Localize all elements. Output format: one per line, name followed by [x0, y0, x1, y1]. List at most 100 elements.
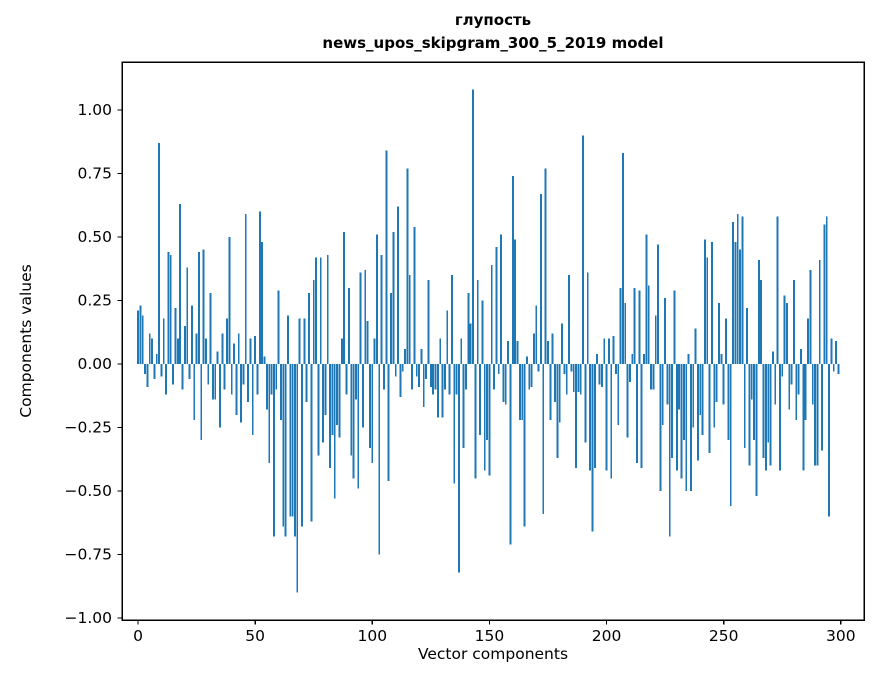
bar — [666, 363, 669, 405]
bar — [202, 249, 205, 364]
bar — [776, 216, 779, 364]
bar — [193, 363, 196, 420]
x-tick-label: 250 — [709, 627, 739, 645]
bar — [364, 270, 367, 364]
bar — [622, 153, 624, 364]
bar — [636, 363, 638, 464]
bar — [500, 234, 503, 364]
bar — [226, 318, 228, 364]
bar — [739, 249, 741, 364]
bar — [732, 221, 734, 364]
bar — [626, 363, 629, 438]
x-axis-label: Vector components — [417, 645, 569, 663]
bar — [778, 363, 781, 471]
bar — [272, 363, 275, 537]
bar — [633, 287, 636, 364]
bar — [446, 310, 449, 364]
bar — [160, 363, 163, 377]
bar — [448, 363, 451, 395]
bar — [418, 363, 421, 387]
bar — [380, 254, 383, 364]
bar — [551, 333, 554, 364]
bar — [486, 363, 488, 441]
bar — [760, 280, 763, 364]
bar — [256, 363, 259, 395]
bar — [706, 257, 709, 364]
bar — [816, 363, 819, 466]
bar — [804, 363, 807, 420]
bar — [298, 318, 301, 364]
bar — [586, 272, 589, 364]
bar — [305, 363, 308, 403]
bar — [767, 363, 770, 443]
bar — [249, 338, 252, 364]
bar — [532, 333, 535, 364]
bar — [785, 303, 788, 364]
bar — [685, 363, 688, 491]
bar — [284, 363, 287, 537]
bar — [783, 295, 786, 364]
bar — [155, 353, 158, 364]
bar — [680, 363, 683, 479]
bar — [352, 363, 355, 479]
bar — [294, 363, 296, 537]
bar — [696, 363, 699, 461]
bar — [694, 328, 697, 364]
bar — [715, 363, 718, 403]
bar — [554, 363, 556, 403]
bar — [673, 290, 676, 364]
bar — [558, 363, 561, 423]
axes-frame — [121, 61, 865, 621]
bar — [390, 292, 392, 364]
bar — [764, 363, 767, 471]
bar — [422, 363, 425, 408]
bar — [200, 363, 203, 441]
bar — [141, 315, 144, 364]
bar — [425, 363, 428, 380]
bar — [825, 216, 828, 364]
bar — [610, 363, 613, 479]
bar — [823, 224, 826, 364]
bar — [664, 297, 667, 364]
bar — [347, 287, 350, 364]
bar — [455, 363, 458, 395]
bar — [153, 363, 156, 380]
bar — [725, 318, 727, 364]
bar — [162, 318, 165, 364]
bar — [291, 363, 294, 517]
bar — [563, 363, 566, 375]
bar — [530, 363, 533, 387]
bar — [577, 363, 580, 392]
bar — [413, 226, 416, 364]
bar — [228, 236, 231, 364]
bar — [575, 363, 578, 469]
bar — [830, 338, 833, 364]
bar — [521, 363, 524, 420]
bar — [179, 203, 182, 364]
bar — [397, 206, 399, 364]
bar — [771, 351, 774, 364]
bar — [436, 363, 439, 418]
bar — [479, 363, 481, 436]
bar — [378, 363, 381, 555]
bar — [598, 363, 601, 385]
bar — [387, 363, 390, 481]
bar — [832, 363, 835, 372]
bar — [511, 176, 514, 364]
bar — [214, 363, 217, 400]
bar — [439, 338, 442, 364]
bar — [565, 363, 568, 395]
bar — [221, 333, 224, 364]
bar — [570, 363, 573, 372]
bar — [493, 363, 496, 390]
bar — [755, 363, 758, 497]
bar — [190, 305, 193, 364]
bar — [169, 254, 172, 364]
bar — [619, 287, 622, 364]
bar — [312, 280, 315, 364]
bar — [600, 363, 603, 387]
bar — [699, 363, 702, 415]
bar — [542, 363, 545, 514]
x-tick-label: 300 — [826, 627, 856, 645]
